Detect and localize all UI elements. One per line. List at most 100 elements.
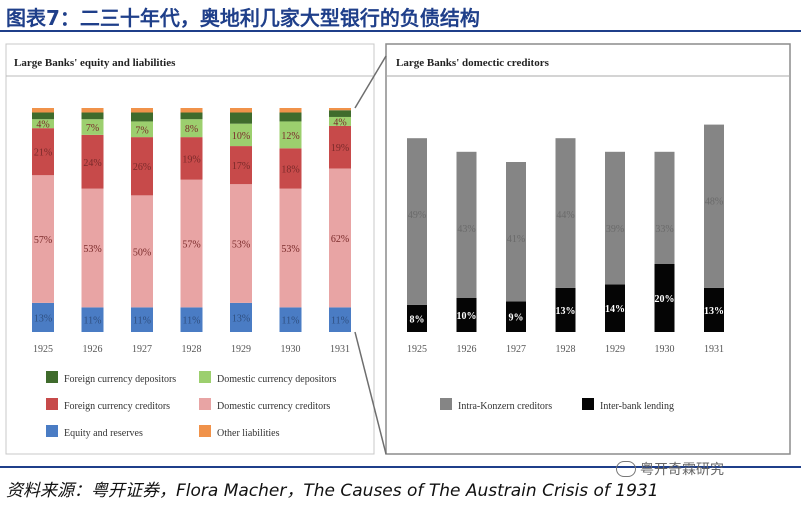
bar-segment-foreign-currency-depositors-1927 [131,112,153,122]
bar-segment-intra-konzern-creditors-1927 [506,162,526,302]
charts-canvas: Large Banks' equity and liabilities Larg… [5,43,791,455]
legend-label-foreign-currency-depositors: Foreign currency depositors [64,374,176,385]
bar-segment-equity-and-reserves-1931 [329,307,351,332]
source-note: 资料来源：粤开证券，Flora Macher，The Causes of The… [6,481,659,501]
data-label-equity-and-reserves-1925: 13% [34,313,52,324]
bar-segment-equity-and-reserves-1927 [131,307,153,332]
data-label-intra-konzern-creditors-1927: 41% [507,234,525,245]
bar-segment-intra-konzern-creditors-1929 [605,151,625,285]
bar-segment-domestic-currency-depositors-1931 [329,116,351,126]
data-label-inter-bank-lending-1931: 13% [704,306,724,317]
bar-segment-foreign-currency-depositors-1926 [81,112,104,120]
data-label-domestic-currency-depositors-1925: 4% [36,120,49,131]
bar-segment-foreign-currency-creditors-1931 [329,125,351,169]
data-label-foreign-currency-creditors-1927: 26% [133,162,151,173]
data-label-equity-and-reserves-1928: 11% [183,316,201,327]
bar-segment-other-liabilities-1927 [131,108,153,113]
x-tick-label-1926: 1926 [83,344,103,355]
data-label-domestic-currency-depositors-1931: 4% [333,117,346,128]
bar-segment-foreign-currency-creditors-1926 [81,134,104,189]
bar-segment-intra-konzern-creditors-1926 [456,151,477,298]
data-label-equity-and-reserves-1930: 11% [282,316,300,327]
bar-segment-domestic-currency-depositors-1929 [230,123,252,147]
wechat-icon [616,461,636,477]
legend-label-intra-konzern-creditors: Intra-Konzern creditors [458,401,552,412]
data-label-domestic-currency-creditors-1929: 53% [232,240,250,251]
data-label-domestic-currency-creditors-1926: 53% [83,244,101,255]
bar-segment-inter-bank-lending-1927 [506,301,526,332]
bar-segment-domestic-currency-creditors-1928 [180,179,203,308]
legend-label-domestic-currency-creditors: Domestic currency creditors [217,401,330,412]
data-label-inter-bank-lending-1925: 8% [410,314,425,325]
data-label-intra-konzern-creditors-1929: 39% [606,224,624,235]
bar-segment-equity-and-reserves-1928 [180,307,203,332]
data-label-foreign-currency-creditors-1930: 18% [281,164,299,175]
bar-segment-domestic-currency-creditors-1930 [279,188,302,308]
legend-swatch-foreign-currency-creditors [46,398,58,410]
data-label-domestic-currency-creditors-1927: 50% [133,247,151,258]
data-label-domestic-currency-depositors-1927: 7% [135,125,148,136]
bar-segment-inter-bank-lending-1929 [605,284,625,332]
legend-swatch-equity-and-reserves [46,425,58,437]
x-tick-label-1931: 1931 [330,344,350,355]
data-label-inter-bank-lending-1926: 10% [457,311,477,322]
x-tick-label-1925: 1925 [33,344,53,355]
bar-segment-inter-bank-lending-1926 [456,298,477,332]
title-divider [0,30,801,32]
footer-divider [0,466,801,468]
data-label-domestic-currency-creditors-1930: 53% [281,244,299,255]
data-label-intra-konzern-creditors-1926: 43% [457,224,475,235]
data-label-intra-konzern-creditors-1925: 49% [408,210,426,221]
legend-swatch-other-liabilities [199,425,211,437]
x-tick-label-1930: 1930 [655,344,675,355]
data-label-domestic-currency-creditors-1931: 62% [331,234,349,245]
data-label-domestic-currency-depositors-1928: 8% [185,124,198,135]
bar-segment-domestic-currency-creditors-1929 [230,184,252,303]
bar-segment-equity-and-reserves-1929 [230,302,252,332]
data-label-foreign-currency-creditors-1926: 24% [83,158,101,169]
bar-segment-intra-konzern-creditors-1931 [704,124,724,288]
bar-segment-foreign-currency-creditors-1930 [279,148,302,189]
bar-segment-domestic-currency-creditors-1927 [131,195,153,308]
data-label-inter-bank-lending-1930: 20% [655,294,675,305]
bar-segment-domestic-currency-depositors-1925 [32,119,54,129]
x-tick-label-1927: 1927 [132,344,152,355]
bar-segment-foreign-currency-creditors-1927 [131,137,153,196]
data-label-equity-and-reserves-1927: 11% [133,316,151,327]
bar-segment-inter-bank-lending-1928 [555,287,576,332]
legend-swatch-domestic-currency-creditors [199,398,211,410]
page-title: 图表7：二三十年代，奥地利几家大型银行的负债结构 [6,6,480,30]
data-label-inter-bank-lending-1929: 14% [605,304,625,315]
bar-segment-other-liabilities-1926 [81,108,104,113]
data-label-equity-and-reserves-1929: 13% [232,313,250,324]
bar-segment-foreign-currency-depositors-1929 [230,112,252,124]
zoom-connector-top [354,55,387,109]
bar-segment-other-liabilities-1929 [230,108,252,113]
data-label-intra-konzern-creditors-1931: 48% [705,197,723,208]
bar-segment-domestic-currency-depositors-1926 [81,119,104,135]
bar-segment-inter-bank-lending-1925 [407,304,427,332]
data-label-foreign-currency-creditors-1925: 21% [34,148,52,159]
x-tick-label-1929: 1929 [231,344,251,355]
legend-label-other-liabilities: Other liabilities [217,428,280,439]
bar-segment-foreign-currency-depositors-1931 [329,110,351,117]
bar-segment-intra-konzern-creditors-1930 [654,151,675,264]
data-label-inter-bank-lending-1927: 9% [509,313,524,324]
bar-segment-other-liabilities-1931 [329,108,351,111]
bar-segment-other-liabilities-1925 [32,108,54,113]
bar-segment-equity-and-reserves-1925 [32,302,54,332]
zoom-connector-bottom [354,331,387,455]
bar-segment-equity-and-reserves-1926 [81,307,104,332]
x-tick-label-1927: 1927 [506,344,526,355]
bar-segment-inter-bank-lending-1931 [704,287,724,332]
data-label-domestic-currency-creditors-1925: 57% [34,235,52,246]
left-chart-title: Large Banks' equity and liabilities [14,57,176,69]
bar-segment-foreign-currency-depositors-1928 [180,112,203,120]
legend-label-equity-and-reserves: Equity and reserves [64,428,143,439]
legend-swatch-inter-bank-lending [582,398,594,410]
legend-swatch-domestic-currency-depositors [199,371,211,383]
bar-segment-inter-bank-lending-1930 [654,264,675,332]
bar-segment-foreign-currency-creditors-1929 [230,146,252,185]
bar-segment-intra-konzern-creditors-1925 [407,138,427,305]
bar-segment-other-liabilities-1930 [279,108,302,113]
